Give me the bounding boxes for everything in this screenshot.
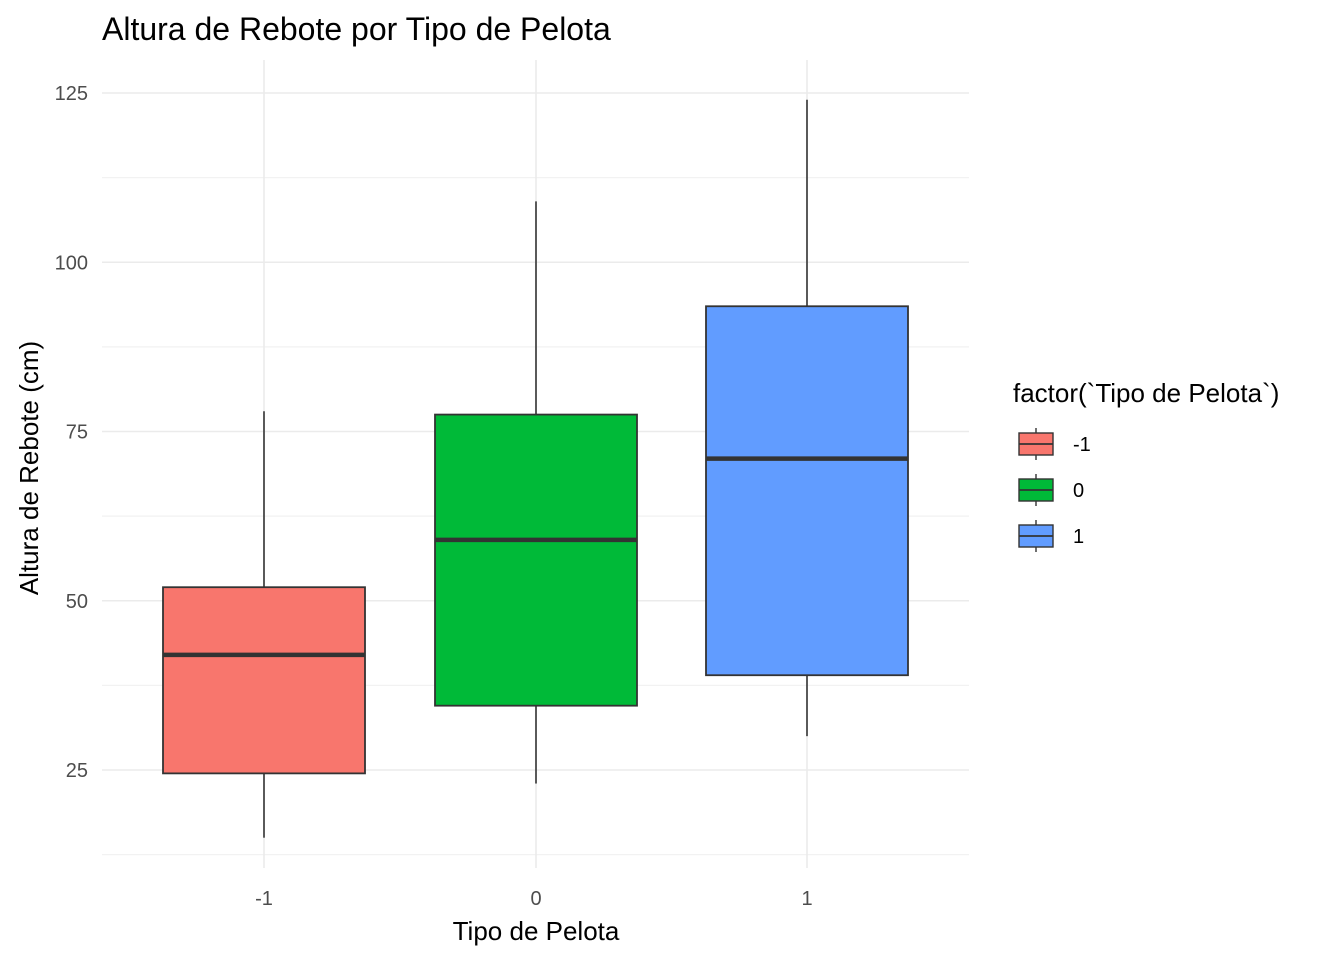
- legend: factor(`Tipo de Pelota`) -1 0 1: [1013, 378, 1279, 552]
- y-tick-label: 50: [66, 591, 88, 613]
- box-rect: [705, 305, 909, 677]
- x-axis-ticks: -1 0 1: [255, 888, 812, 910]
- legend-title: factor(`Tipo de Pelota`): [1013, 378, 1279, 408]
- box-0: [434, 201, 638, 784]
- box-1: [705, 99, 909, 737]
- y-tick-label: 25: [66, 760, 88, 782]
- box--1: [162, 411, 366, 838]
- chart-title: Altura de Rebote por Tipo de Pelota: [102, 11, 611, 47]
- box-rect: [162, 586, 366, 775]
- legend-item--1: -1: [1018, 428, 1091, 460]
- y-tick-label: 125: [55, 83, 88, 105]
- x-tick-label: 0: [530, 888, 541, 910]
- legend-label: 1: [1073, 526, 1084, 548]
- x-axis-title: Tipo de Pelota: [453, 916, 620, 946]
- y-axis-title: Altura de Rebote (cm): [14, 341, 44, 595]
- x-tick-label: 1: [801, 888, 812, 910]
- y-tick-label: 75: [66, 422, 88, 444]
- legend-label: -1: [1073, 434, 1091, 456]
- x-tick-label: -1: [255, 888, 273, 910]
- box-rect: [434, 413, 638, 707]
- legend-item-1: 1: [1018, 520, 1084, 552]
- y-axis-ticks: 25 50 75 100 125: [55, 83, 88, 782]
- boxes-layer: [162, 99, 909, 838]
- legend-item-0: 0: [1018, 474, 1084, 506]
- y-tick-label: 100: [55, 252, 88, 274]
- legend-label: 0: [1073, 480, 1084, 502]
